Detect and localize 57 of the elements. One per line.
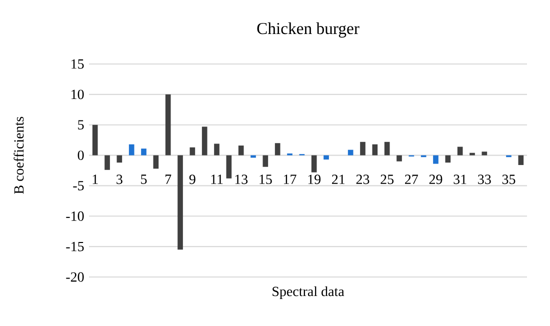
x-tick-label: 11 [211,174,223,184]
bar [445,155,451,163]
x-tick-label: 13 [235,174,248,184]
bar [141,148,146,156]
bar [153,155,159,169]
x-tick-label: 35 [502,174,516,184]
y-tick-label: -10 [66,211,84,221]
bar [165,94,171,156]
x-tick-label: 23 [356,174,370,184]
x-tick-label: 3 [116,174,122,184]
x-tick-label: 21 [332,174,345,184]
bar [226,155,232,178]
bar [396,155,402,162]
y-tick-label: 15 [72,59,84,69]
x-tick-label: 1 [92,174,98,184]
x-tick-label: 25 [380,174,394,184]
bar [518,155,524,166]
y-axis-title: B coefficients [14,116,24,194]
bar [311,155,317,172]
bar [324,155,329,160]
x-tick-label: 33 [478,174,491,184]
y-tick-label: 5 [78,120,84,130]
x-axis-title: Spectral data [272,286,344,300]
y-tick-label: 10 [72,90,84,100]
bar [348,150,354,156]
x-tick-label: 31 [454,174,466,184]
x-tick-label: 19 [308,174,321,184]
bar [457,146,463,156]
x-tick-label: 15 [260,174,272,184]
bar [92,124,98,156]
y-tick-label: 0 [78,150,84,160]
bar [360,142,366,156]
x-tick-label: 27 [405,174,418,184]
bar [433,155,438,164]
y-tick-label: -20 [66,272,84,282]
x-tick-label: 29 [429,174,442,184]
bar [372,144,378,156]
bar [178,155,183,250]
x-tick-label: 17 [284,174,296,184]
bar [214,144,220,156]
bar [274,143,280,156]
bar [104,155,110,170]
bar [262,155,268,167]
bar [202,126,208,156]
bar [482,152,488,156]
chart-title: Chicken burger [257,22,360,38]
bar [470,152,475,156]
bar [238,146,244,156]
x-tick-label: 7 [166,174,172,184]
bar [116,155,122,163]
bar [190,147,196,156]
x-tick-label: 5 [141,174,147,184]
y-tick-label: -5 [73,181,84,190]
y-tick-label: -15 [66,242,84,252]
bar [128,144,134,156]
x-tick-label: 9 [189,174,196,184]
bar [384,142,390,156]
